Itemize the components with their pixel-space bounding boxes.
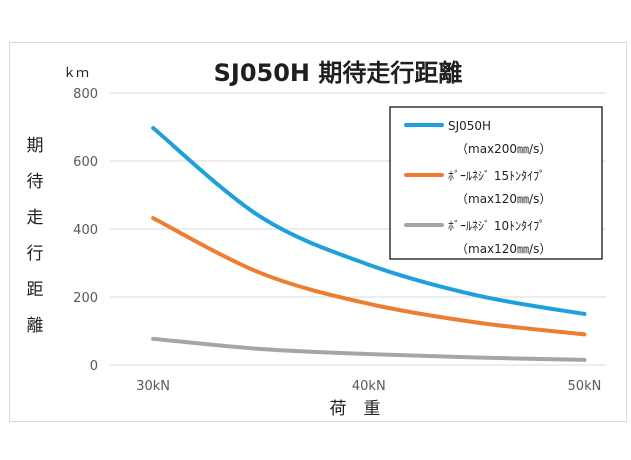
x-tick-label: 40kN: [352, 379, 386, 394]
series-line-3: [151, 336, 587, 362]
y-axis-label-char: 待: [27, 172, 44, 192]
y-unit-label: ｋｍ: [63, 66, 89, 81]
y-axis-label-char: 期: [27, 136, 44, 156]
series-line-2: [151, 216, 587, 337]
x-tick-label: 30kN: [136, 379, 170, 394]
y-tick-label: 600: [73, 155, 98, 170]
y-axis-label-char: 行: [27, 244, 44, 264]
line-chart: 0 200 400 600 800 30kN 40kN 50kN SJ050H 期待走行距離…: [27, 59, 606, 419]
chart-title: SJ050H 期待走行距離: [214, 59, 463, 87]
y-axis-label: 期待走行距離: [27, 136, 44, 336]
legend-label-2: ﾎﾞｰﾙﾈｼﾞ 15ﾄﾝﾀｲﾌﾟ: [448, 169, 545, 183]
y-axis-label-char: 距: [27, 280, 44, 300]
y-tick-label: 0: [90, 359, 98, 374]
legend-sublabel-2: （max120㎜/s）: [456, 192, 551, 206]
series-line-1: [151, 126, 587, 316]
chart-area: 0 200 400 600 800 30kN 40kN 50kN SJ050H 期待走行距離…: [9, 42, 627, 422]
y-axis-label-char: 離: [27, 316, 44, 336]
legend-sublabel-3: （max120㎜/s）: [456, 242, 551, 256]
x-tick-label: 50kN: [568, 379, 602, 394]
legend-box: [389, 106, 603, 260]
legend-label-1: SJ050H: [448, 119, 491, 133]
y-axis-label-char: 走: [27, 208, 44, 228]
y-tick-label: 400: [73, 223, 98, 238]
legend-sublabel-1: （max200㎜/s）: [456, 142, 551, 156]
legend: SJ050H （max200㎜/s） ﾎﾞｰﾙﾈｼﾞ 15ﾄﾝﾀｲﾌﾟ （max120…: [389, 106, 603, 260]
y-tick-label: 800: [73, 87, 98, 102]
x-axis-label: 荷 重: [330, 399, 381, 419]
legend-label-3: ﾎﾞｰﾙﾈｼﾞ 10ﾄﾝﾀｲﾌﾟ: [448, 219, 545, 233]
y-tick-label: 200: [73, 291, 98, 306]
